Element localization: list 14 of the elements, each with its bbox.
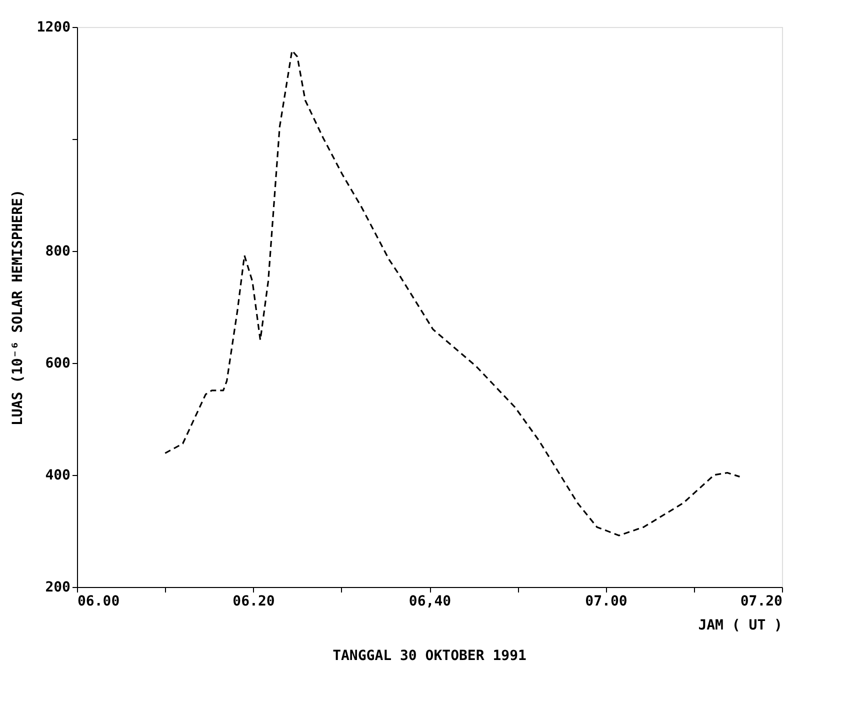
line-series: [164, 50, 740, 536]
y-tick-label: 600: [45, 356, 70, 372]
x-tick-label: 06.00: [78, 594, 120, 610]
x-tick-label: 06,40: [408, 594, 452, 610]
y-tick-label: 200: [45, 580, 70, 596]
y-tick-label: 400: [45, 468, 70, 484]
y-tick-label: 800: [45, 244, 70, 260]
y-axis-title: LUAS (10⁻⁶ SOLAR HEMISPHERE): [10, 189, 26, 426]
x-tick-label: 06.20: [232, 594, 275, 610]
x-tick-label: 07.20: [740, 594, 782, 610]
x-axis-title: JAM ( UT ): [698, 618, 782, 634]
x-tick-label: 07.00: [585, 594, 628, 610]
y-tick-label: 1200: [36, 20, 70, 36]
text: TANGGAL 30 OKTOBER 1991: [332, 648, 526, 664]
